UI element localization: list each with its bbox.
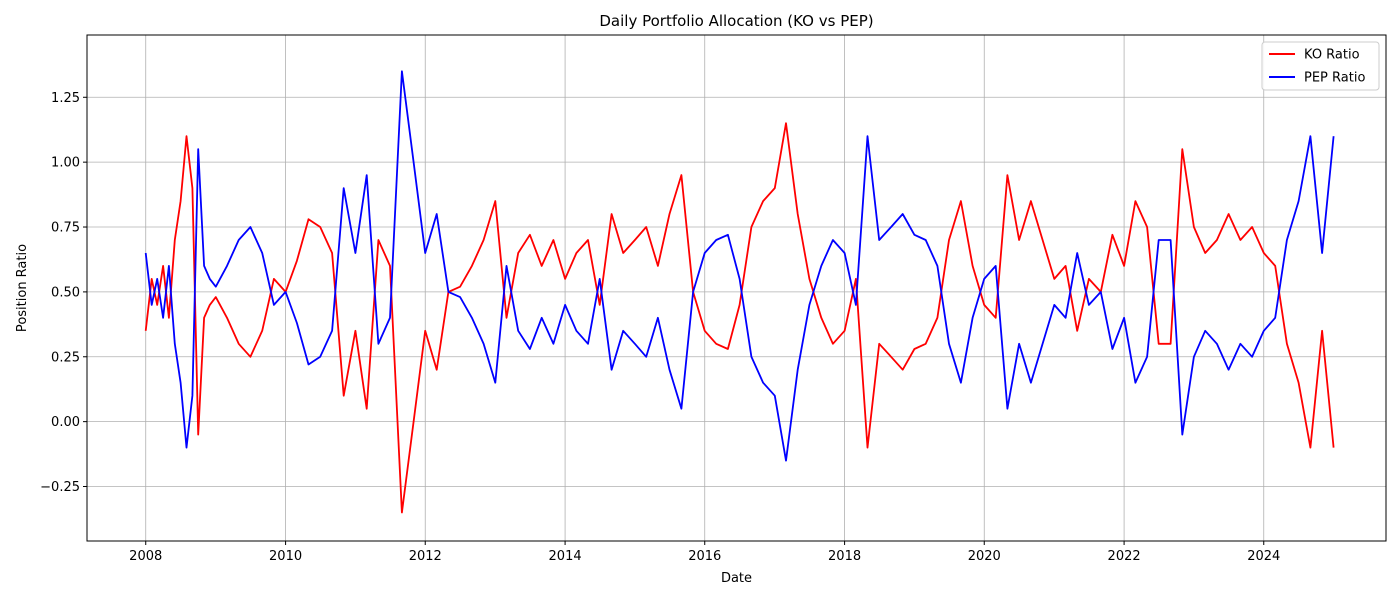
chart-title: Daily Portfolio Allocation (KO vs PEP) bbox=[599, 12, 873, 30]
x-axis-title: Date bbox=[721, 571, 752, 586]
y-tick-label: 0.50 bbox=[51, 285, 80, 300]
x-tick-label: 2014 bbox=[549, 549, 582, 564]
y-axis: −0.25 0.00 0.25 0.50 0.75 1.00 1.25 bbox=[40, 91, 87, 495]
legend-label-pep-ratio: PEP Ratio bbox=[1304, 71, 1365, 86]
x-tick-label: 2022 bbox=[1108, 549, 1141, 564]
legend: KO Ratio PEP Ratio bbox=[1261, 41, 1380, 91]
y-tick-label: 0.25 bbox=[51, 350, 80, 365]
x-tick-label: 2018 bbox=[828, 549, 861, 564]
y-tick-label: −0.25 bbox=[40, 480, 80, 495]
grid bbox=[87, 35, 1386, 541]
x-tick-label: 2012 bbox=[409, 549, 442, 564]
legend-label-ko-ratio: KO Ratio bbox=[1304, 48, 1360, 63]
series-line-pep-ratio bbox=[144, 70, 1335, 462]
y-tick-label: 1.00 bbox=[51, 156, 80, 171]
x-tick-label: 2016 bbox=[688, 549, 721, 564]
series-group bbox=[144, 70, 1335, 514]
x-tick-label: 2020 bbox=[968, 549, 1001, 564]
x-tick-label: 2024 bbox=[1247, 549, 1280, 564]
x-axis: 2008 2010 2012 2014 2016 2018 2020 2022 2024 bbox=[129, 541, 1280, 564]
y-tick-label: 0.75 bbox=[51, 221, 80, 236]
y-tick-label: 0.00 bbox=[51, 415, 80, 430]
plot-frame bbox=[86, 34, 1387, 542]
y-tick-label: 1.25 bbox=[51, 91, 80, 106]
x-tick-label: 2008 bbox=[129, 549, 162, 564]
y-axis-title: Position Ratio bbox=[15, 244, 30, 332]
legend-items: KO Ratio PEP Ratio bbox=[1269, 48, 1365, 86]
x-tick-label: 2010 bbox=[269, 549, 302, 564]
